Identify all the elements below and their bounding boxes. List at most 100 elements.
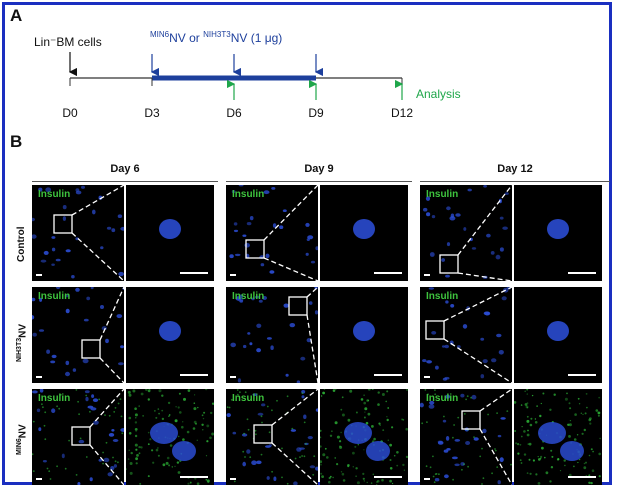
insulin-granule (550, 466, 554, 469)
insulin-granule (545, 471, 549, 475)
nucleus-dot (32, 297, 36, 302)
nucleus-dot (120, 345, 124, 349)
treatment-label: MIN6NV or NIH3T3NV (1 μg) (150, 30, 283, 45)
nucleus-dot (445, 436, 450, 441)
insulin-granule (363, 480, 365, 482)
micrograph-nih3t3nv-day9: Insulin (226, 287, 318, 383)
insulin-granule (406, 389, 408, 391)
nucleus-dot (32, 315, 35, 320)
nucleus-dot (242, 234, 247, 237)
lin-bm-cells-label: Lin⁻BM cells (34, 35, 102, 49)
insulin-granule (205, 455, 208, 457)
insulin-granule (113, 411, 116, 413)
insulin-granule (339, 445, 341, 447)
insulin-granule (597, 414, 600, 417)
insulin-granule (405, 427, 408, 431)
insulin-granule (210, 411, 213, 415)
zoom-box (461, 410, 481, 430)
insulin-granule (328, 476, 331, 480)
insulin-granule (140, 392, 144, 396)
zoom-line (263, 257, 318, 281)
zoom-box (425, 320, 445, 340)
nucleus-dot (269, 270, 275, 274)
insulin-granule (588, 474, 591, 477)
insulin-granule (244, 456, 246, 458)
zoom-line (89, 444, 124, 485)
insulin-granule (68, 439, 70, 442)
nucleus-dot (89, 477, 93, 482)
insulin-granule (491, 472, 493, 475)
insulin-granule (168, 414, 171, 416)
insulin-granule (114, 407, 117, 409)
insulin-granule (114, 460, 117, 463)
insulin-granule (158, 389, 162, 393)
insulin-granule (360, 398, 364, 401)
insulin-granule (294, 457, 297, 460)
insulin-granule (544, 456, 546, 459)
zoom-line (306, 287, 318, 298)
insulin-granule (377, 391, 380, 394)
insulin-granule (494, 449, 497, 452)
insulin-granule (228, 406, 231, 409)
insulin-granule (340, 431, 342, 434)
insulin-granule (366, 481, 368, 484)
insulin-granule (243, 432, 245, 435)
insulin-granule (568, 402, 571, 405)
insulin-granule (557, 458, 560, 461)
insulin-granule (175, 406, 177, 408)
nucleus-dot (263, 190, 270, 195)
row-header-nih3t3nv: NIH3T3NV (16, 323, 29, 362)
insulin-granule (176, 461, 180, 464)
insulin-granule (246, 418, 249, 421)
row-header-min6nv: MIN6NV (16, 424, 29, 455)
nucleus-dot (78, 439, 85, 444)
insulin-granule (58, 407, 61, 410)
nucleus-dot (246, 449, 251, 454)
insulin-granule (536, 405, 538, 407)
insulin-granule (206, 440, 209, 443)
insulin-granule (583, 466, 587, 470)
insulin-granule (393, 454, 396, 457)
nucleus-dot (254, 295, 260, 299)
insulin-granule (542, 392, 545, 395)
day-label-d3: D3 (144, 106, 160, 120)
insulin-granule (523, 430, 526, 433)
insulin-granule (382, 429, 385, 431)
insulin-granule (44, 411, 47, 414)
insulin-granule (342, 479, 346, 482)
nucleus-dot (431, 215, 436, 219)
zoom-line (271, 442, 318, 485)
nucleus-dot (103, 457, 110, 463)
nucleus-dot (90, 287, 94, 290)
insulin-granule (44, 438, 47, 441)
zoom-line (306, 314, 318, 383)
nucleus-dot (502, 226, 508, 230)
nucleus (159, 219, 181, 239)
insulin-granule (569, 420, 571, 422)
nucleus-dot (420, 402, 424, 408)
insulin-granule (135, 417, 137, 419)
nucleus-dot (273, 476, 277, 482)
insulin-granule (549, 408, 552, 411)
insulin-granule (134, 434, 138, 438)
insulin-granule (112, 456, 114, 459)
nucleus-dot (265, 445, 271, 448)
nucleus-dot (261, 403, 266, 407)
insulin-granule (139, 482, 142, 485)
row-header-control: Control (16, 226, 27, 262)
insulin-granule (433, 481, 436, 484)
nucleus-dot (425, 196, 431, 201)
column-header-day9: Day 9 (304, 163, 334, 175)
insulin-granule (521, 426, 523, 428)
nucleus-dot (72, 368, 77, 372)
insulin-granule (355, 467, 358, 470)
insulin-granule (192, 427, 196, 430)
insulin-granule (149, 389, 151, 390)
insulin-granule (526, 419, 530, 423)
insulin-granule (331, 430, 333, 432)
insulin-granule (496, 412, 498, 414)
insulin-granule (161, 394, 164, 397)
nucleus-dot (491, 358, 497, 363)
insulin-granule (352, 466, 354, 468)
insulin-granule (376, 481, 378, 483)
